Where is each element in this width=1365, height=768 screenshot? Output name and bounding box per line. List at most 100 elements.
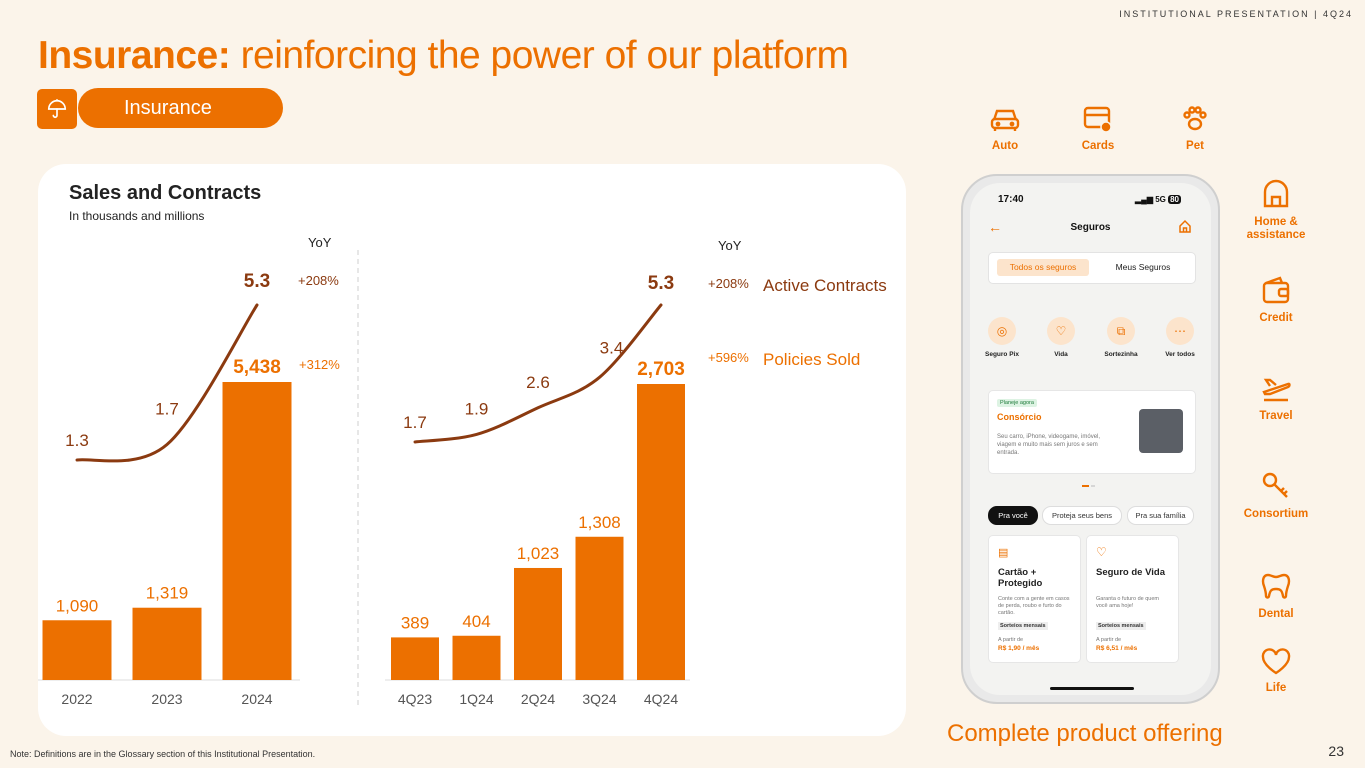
product-cards[interactable]: Cards (1058, 104, 1138, 153)
bar-value-label: 1,090 (56, 596, 99, 615)
battery-icon: 80 (1168, 195, 1182, 204)
line-value-label: 3.4 (600, 338, 624, 357)
chip-family[interactable]: Pra sua família (1127, 506, 1194, 525)
carousel-dot (1082, 485, 1089, 487)
shortcut-label: Ver todos (1165, 351, 1195, 358)
shortcut-label: Seguro Pix (985, 351, 1019, 358)
quarterly-policies-yoy: +596% (708, 350, 749, 365)
x-tick-label: 2024 (241, 691, 272, 707)
heart-icon: ♡ (1096, 545, 1107, 559)
car-icon (990, 109, 1020, 131)
bar-value-label: 1,308 (578, 513, 621, 532)
screen-title: Seguros (1070, 222, 1111, 233)
card-text: Conte com a gente em casos de perda, rou… (998, 596, 1070, 616)
umbrella-icon (37, 89, 77, 129)
tab-all-insurance[interactable]: Todos os seguros (997, 259, 1089, 276)
presentation-tag: INSTITUTIONAL PRESENTATION | 4Q24 (1119, 9, 1353, 19)
legend-active-contracts: Active Contracts (763, 276, 887, 295)
title-rest: reinforcing the power of our platform (230, 34, 849, 77)
pix-icon[interactable]: ◎ (988, 317, 1016, 345)
product-auto[interactable]: Auto (965, 104, 1045, 153)
product-travel[interactable]: Travel (1236, 374, 1316, 423)
x-tick-label: 2022 (61, 691, 92, 707)
x-tick-label: 2Q24 (521, 691, 555, 707)
chart-subtitle: In thousands and millions (69, 209, 205, 223)
bar-value-label: 1,319 (146, 584, 189, 603)
airplane-icon (1262, 378, 1291, 402)
shortcut-label: Vida (1054, 351, 1068, 358)
tab-my-insurance[interactable]: Meus Seguros (1115, 262, 1171, 272)
product-label: Consortium (1243, 508, 1309, 520)
phone-screen: 17:40 ▂▄▆ 5G 80 ← Seguros Todos os segur… (970, 183, 1211, 695)
product-label: Cards (1081, 140, 1115, 152)
page-number: 23 (1328, 743, 1344, 759)
product-card[interactable]: ♡ Seguro de Vida Garanta o futuro de que… (1086, 535, 1179, 663)
card-price: R$ 1,90 / mês (998, 645, 1040, 652)
card-title: Cartão + Protegido (998, 567, 1043, 589)
card-text: Garanta o futuro de quem você ama hoje! (1096, 596, 1159, 609)
product-label: Dental (1258, 608, 1294, 620)
shortcut-label: Sortezinha (1104, 351, 1138, 358)
line-value-label: 5.3 (648, 273, 674, 294)
key-icon (1262, 472, 1288, 498)
title-bold: Insurance: (38, 34, 231, 77)
wallet-icon (1262, 276, 1290, 304)
product-life[interactable]: Life (1236, 648, 1316, 695)
product-consortium[interactable]: Consortium (1236, 470, 1316, 521)
product-card[interactable]: ▤ Cartão + Protegido Conte com a gente e… (988, 535, 1081, 663)
home-icon[interactable] (1178, 219, 1192, 235)
line-value-label: 2.6 (526, 373, 550, 392)
chip-protect-assets[interactable]: Proteja seus bens (1042, 506, 1122, 525)
card-icon (1083, 106, 1112, 133)
promo-image (1139, 409, 1183, 453)
page-title: Insurance: reinforcing the power of our … (38, 34, 849, 78)
section-badge: Insurance (78, 88, 283, 128)
phone-mockup: 17:40 ▂▄▆ 5G 80 ← Seguros Todos os segur… (961, 174, 1220, 704)
paw-icon (1183, 106, 1207, 131)
bar (42, 620, 112, 680)
card-icon: ▤ (998, 547, 1009, 559)
chart-title: Sales and Contracts (69, 182, 262, 204)
chip-for-you[interactable]: Pra você (988, 506, 1038, 525)
phone-time: 17:40 (998, 194, 1024, 205)
card-tag: Sorteios mensais (1096, 622, 1146, 630)
line-series (75, 303, 259, 463)
card-tag: Sorteios mensais (998, 622, 1048, 630)
bar-value-label: 1,023 (517, 544, 560, 563)
bar (132, 607, 202, 680)
bar-value-label: 2,703 (637, 359, 685, 380)
line-series (413, 303, 663, 444)
yoy-label-quarterly: YoY (718, 238, 742, 253)
annual-policies-yoy: +312% (299, 357, 340, 372)
card-from: A partir de (998, 637, 1024, 643)
line-value-label: 1.3 (65, 431, 89, 450)
annual-contracts-yoy: +208% (298, 273, 339, 288)
more-icon[interactable]: ⋯ (1166, 317, 1194, 345)
bar (222, 382, 292, 680)
product-pet[interactable]: Pet (1155, 104, 1235, 153)
heart-icon[interactable]: ♡ (1047, 317, 1075, 345)
network-label: 5G (1155, 195, 1166, 204)
product-dental[interactable]: Dental (1236, 570, 1316, 621)
promo-card[interactable]: Planeje agora Consórcio Seu carro, iPhon… (988, 390, 1196, 474)
product-credit[interactable]: Credit (1236, 274, 1316, 325)
product-label: Home & assistance (1246, 216, 1306, 241)
card-title: Seguro de Vida (1096, 567, 1165, 578)
bar-value-label: 389 (401, 613, 429, 632)
product-label: Travel (1259, 410, 1293, 422)
promo-title: Consórcio (997, 412, 1042, 422)
house-icon (1263, 179, 1289, 208)
bar (514, 567, 562, 680)
back-arrow-icon[interactable]: ← (988, 219, 1002, 235)
bar (391, 637, 439, 680)
home-indicator (1050, 687, 1134, 690)
card-from: A partir de (1096, 637, 1122, 643)
product-home[interactable]: Home & assistance (1236, 178, 1316, 242)
tooth-icon (1261, 573, 1291, 599)
bar (575, 536, 624, 680)
product-label: Auto (991, 140, 1019, 152)
ticket-icon[interactable]: ⧉ (1107, 317, 1135, 345)
footnote: Note: Definitions are in the Glossary se… (10, 749, 316, 759)
bar-value-label: 404 (462, 612, 490, 631)
